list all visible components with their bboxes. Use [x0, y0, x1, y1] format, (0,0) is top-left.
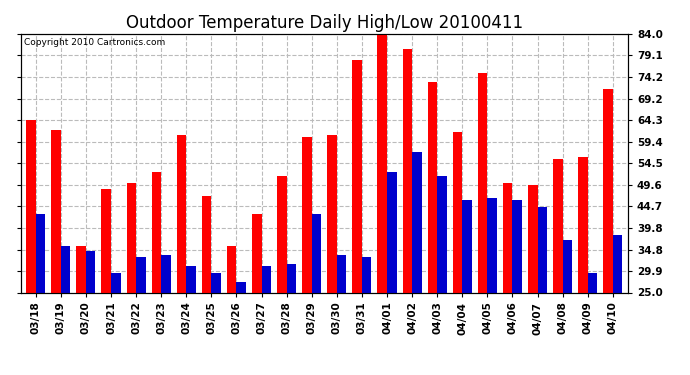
Title: Outdoor Temperature Daily High/Low 20100411: Outdoor Temperature Daily High/Low 20100… — [126, 14, 523, 32]
Bar — [327, 135, 337, 375]
Bar — [252, 213, 262, 375]
Bar — [503, 183, 513, 375]
Bar — [36, 213, 46, 375]
Bar — [428, 82, 437, 375]
Bar — [453, 132, 462, 375]
Bar — [412, 152, 422, 375]
Bar — [353, 60, 362, 375]
Bar — [186, 266, 196, 375]
Bar — [277, 176, 286, 375]
Bar — [478, 73, 487, 375]
Bar — [101, 189, 111, 375]
Bar — [136, 257, 146, 375]
Bar — [513, 200, 522, 375]
Bar — [588, 273, 598, 375]
Bar — [538, 207, 547, 375]
Bar — [126, 183, 136, 375]
Bar — [337, 255, 346, 375]
Bar — [26, 120, 36, 375]
Text: Copyright 2010 Cartronics.com: Copyright 2010 Cartronics.com — [23, 38, 165, 46]
Bar — [528, 185, 538, 375]
Bar — [553, 159, 562, 375]
Bar — [562, 240, 572, 375]
Bar — [402, 49, 412, 375]
Bar — [437, 176, 446, 375]
Bar — [77, 246, 86, 375]
Bar — [578, 156, 588, 375]
Bar — [312, 213, 322, 375]
Bar — [86, 251, 95, 375]
Bar — [362, 257, 371, 375]
Bar — [227, 246, 237, 375]
Bar — [462, 200, 472, 375]
Bar — [377, 34, 387, 375]
Bar — [211, 273, 221, 375]
Bar — [603, 88, 613, 375]
Bar — [302, 137, 312, 375]
Bar — [152, 172, 161, 375]
Bar — [387, 172, 397, 375]
Bar — [177, 135, 186, 375]
Bar — [262, 266, 271, 375]
Bar — [237, 282, 246, 375]
Bar — [286, 264, 296, 375]
Bar — [51, 130, 61, 375]
Bar — [61, 246, 70, 375]
Bar — [161, 255, 170, 375]
Bar — [613, 236, 622, 375]
Bar — [111, 273, 121, 375]
Bar — [202, 196, 211, 375]
Bar — [487, 198, 497, 375]
